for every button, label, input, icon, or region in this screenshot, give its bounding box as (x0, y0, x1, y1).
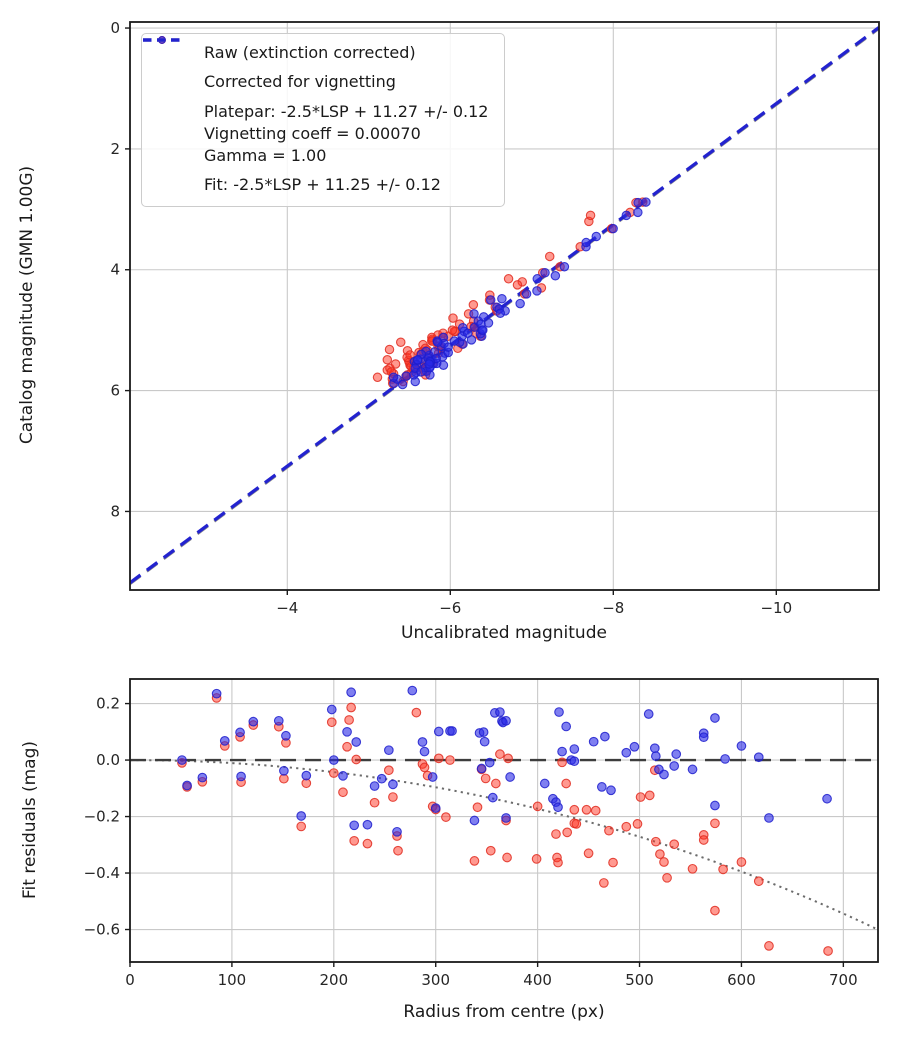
tick-marks (125, 702, 845, 967)
y-tick-label: −0.6 (84, 921, 120, 939)
x-tick-label: 500 (625, 971, 654, 989)
y-tick-label: 4 (110, 261, 120, 279)
legend: Raw (extinction corrected) Corrected for… (141, 33, 506, 207)
legend-item-fit: Fit: -2.5*LSP + 11.25 +/- 0.12 (143, 38, 488, 196)
x-tick-label: −6 (439, 599, 461, 617)
legend-item-corrected: Corrected for vignetting (152, 36, 488, 93)
x-tick-label: 600 (727, 971, 756, 989)
x-tick-label: 100 (218, 971, 247, 989)
legend-label-vignetting-coeff: Vignetting coeff = 0.00070 (204, 123, 421, 143)
vignetting-scatter-points (388, 197, 651, 390)
x-tick-label: 200 (319, 971, 348, 989)
x-tick-label: −10 (760, 599, 792, 617)
bottom-x-axis-label: Radius from centre (px) (403, 1002, 605, 1022)
legend-item-platepar: Platepar: -2.5*LSP + 11.27 +/- 0.12 Vign… (143, 38, 489, 167)
fit-line (130, 26, 879, 585)
x-tick-label: 700 (829, 971, 858, 989)
y-tick-label: 8 (110, 502, 120, 520)
tick-labels: −4 −6 −8 −10 0 2 4 6 8 (110, 19, 792, 617)
y-tick-label: −0.2 (84, 808, 120, 826)
x-tick-label: −4 (276, 599, 298, 617)
axes-spine (129, 21, 880, 591)
tick-labels: 0 100 200 300 400 500 600 700 0.2 0.0 −0.2 −0.4 −0.6 (84, 695, 858, 989)
legend-label-fit: Fit: -2.5*LSP + 11.25 +/- 0.12 (204, 174, 441, 194)
y-tick-label: −0.4 (84, 864, 120, 882)
axes-spine (129, 678, 879, 963)
x-tick-label: 300 (421, 971, 450, 989)
x-tick-label: 400 (523, 971, 552, 989)
y-tick-label: 0.0 (96, 751, 120, 769)
x-tick-label: 0 (125, 971, 135, 989)
y-tick-label: 0 (110, 19, 120, 37)
y-tick-label: 2 (110, 140, 120, 158)
bottom-plot: 0 100 200 300 400 500 600 700 0.2 0.0 −0.2 −0.4 −0.6 (84, 678, 879, 989)
vignetting-residual-points (177, 685, 832, 837)
legend-label-raw: Raw (extinction corrected) (204, 43, 416, 62)
bottom-y-axis-label: Fit residuals (mag) (20, 741, 40, 899)
y-tick-label: 6 (110, 382, 120, 400)
top-x-axis-label: Uncalibrated magnitude (401, 623, 607, 643)
y-tick-label: 0.2 (96, 695, 120, 713)
legend-label-gamma: Gamma = 1.00 (204, 145, 327, 165)
tick-marks (125, 27, 778, 595)
legend-item-raw: Raw (extinction corrected) (152, 36, 488, 64)
top-y-axis-label: Catalog magnitude (GMN 1.00G) (17, 165, 37, 445)
raw-residual-points (177, 693, 833, 956)
legend-label-corrected: Corrected for vignetting (204, 71, 396, 91)
x-tick-label: −8 (602, 599, 624, 617)
legend-label-platepar: Platepar: -2.5*LSP + 11.27 +/- 0.12 (204, 101, 489, 121)
